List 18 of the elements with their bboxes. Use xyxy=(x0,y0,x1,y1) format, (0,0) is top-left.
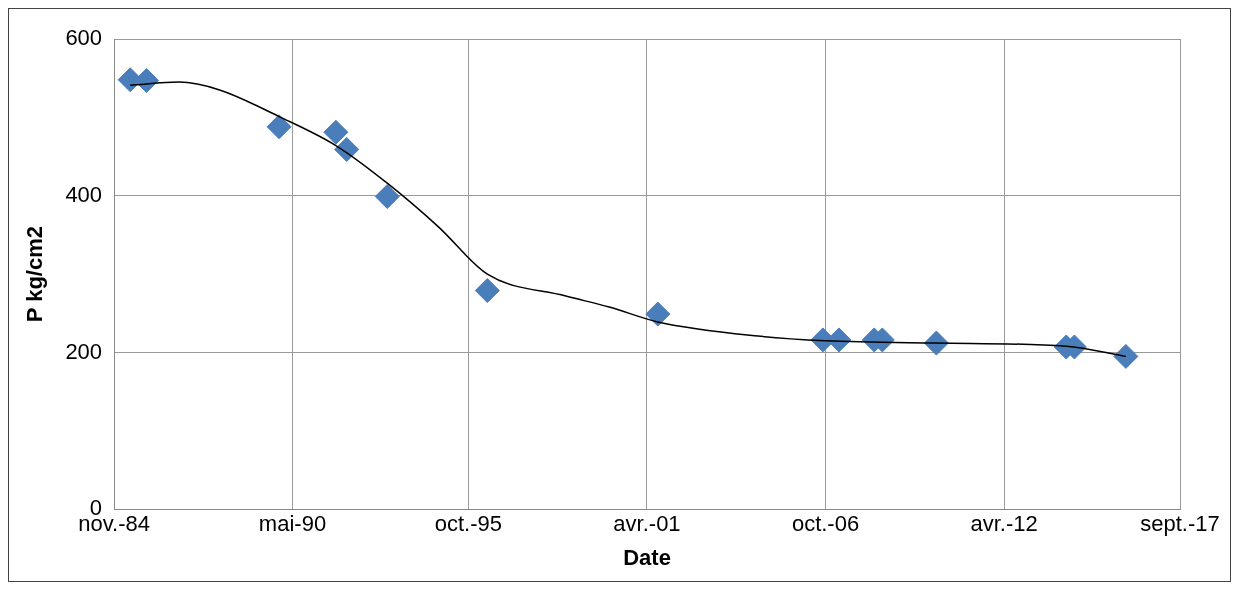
x-tick-label: sept.-17 xyxy=(1140,511,1220,537)
point xyxy=(374,184,400,210)
x-tick-label: oct.-06 xyxy=(791,511,860,537)
x-tick-label: mai-90 xyxy=(258,511,327,537)
x-tick-label: oct.-95 xyxy=(434,511,503,537)
x-axis-title: Date xyxy=(623,544,671,570)
point xyxy=(474,278,500,304)
y-axis-title: P kg/cm2 xyxy=(22,225,48,323)
y-tick-label: 600 xyxy=(65,25,103,51)
y-tick-label: 200 xyxy=(65,338,103,364)
point xyxy=(323,119,349,145)
y-tick-label: 400 xyxy=(65,181,103,207)
point xyxy=(334,137,360,162)
point xyxy=(1113,343,1139,369)
point xyxy=(266,114,292,140)
x-tick-label: avr.-01 xyxy=(613,511,681,537)
x-tick-label: avr.-12 xyxy=(970,511,1038,537)
point xyxy=(645,301,671,327)
